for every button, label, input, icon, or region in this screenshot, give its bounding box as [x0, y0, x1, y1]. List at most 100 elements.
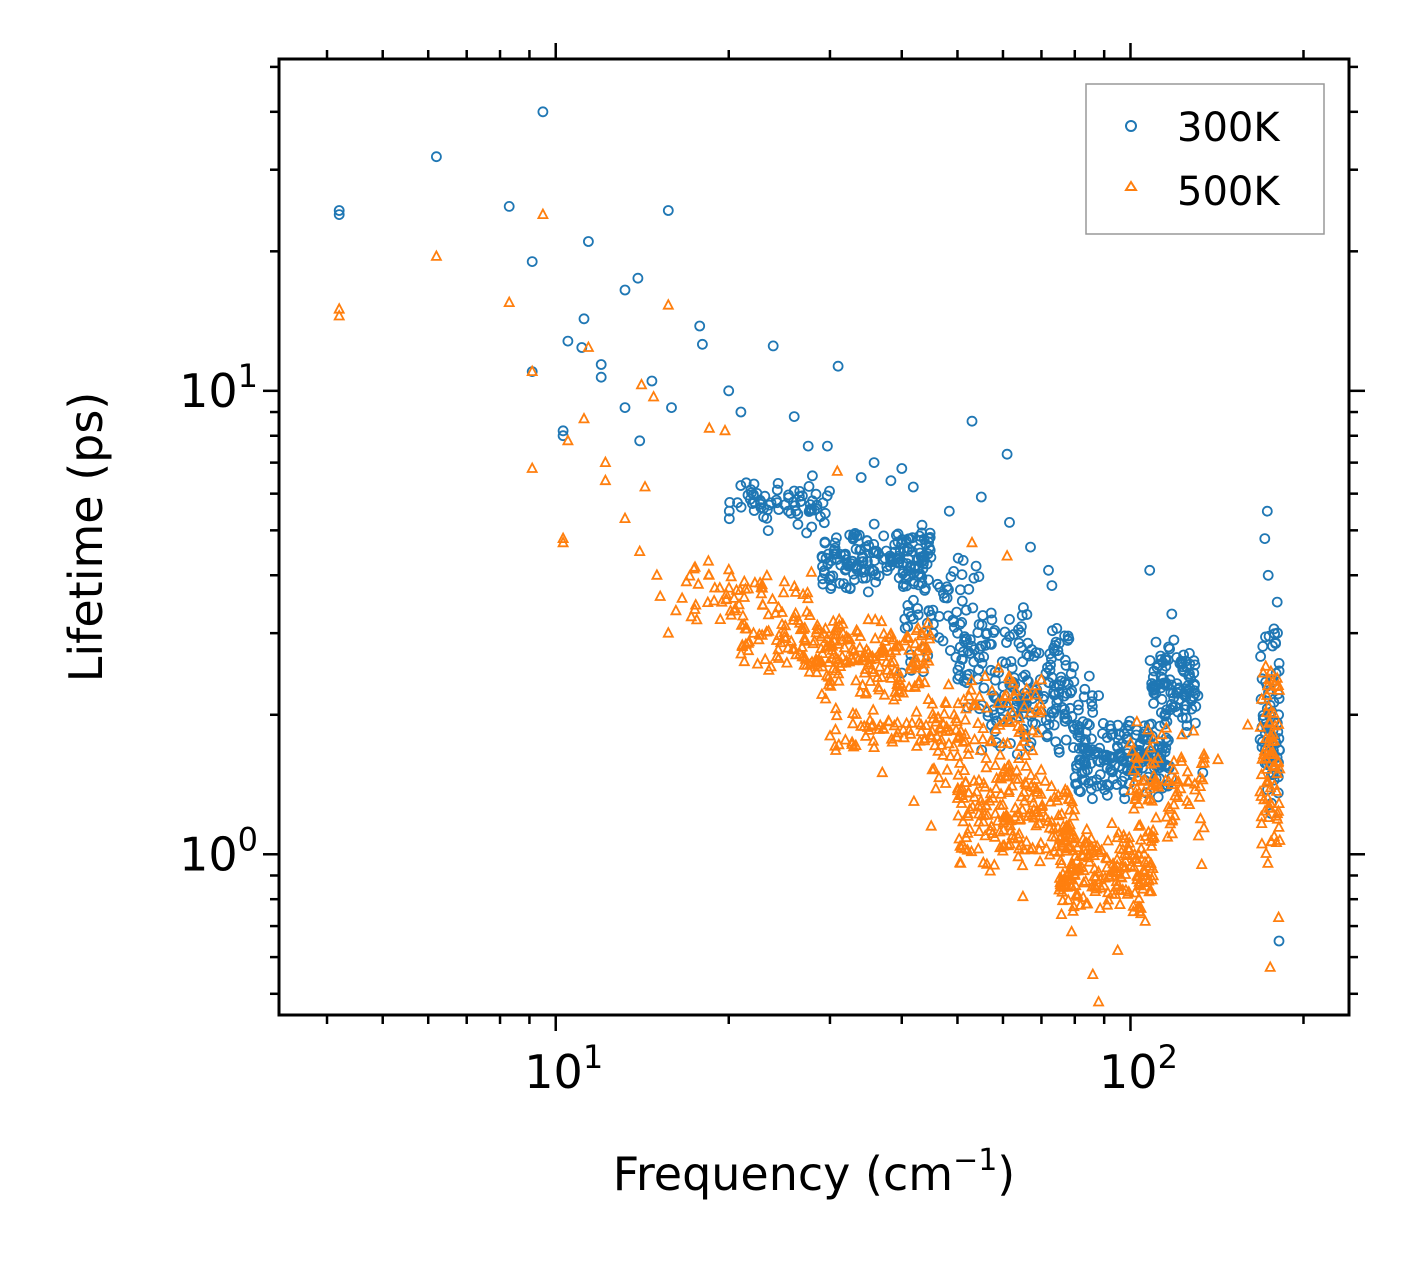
point-500k [1114, 883, 1127, 895]
point-500k [715, 595, 728, 607]
point-500k [1062, 792, 1075, 804]
point-300k [1017, 656, 1029, 668]
point-500k [940, 724, 953, 736]
point-500k [876, 765, 889, 778]
point-500k [889, 640, 902, 652]
point-300k [1270, 668, 1282, 679]
point-500k [676, 591, 689, 603]
point-300k [1050, 703, 1062, 715]
point-300k [957, 646, 969, 658]
point-500k [1167, 754, 1180, 766]
point-500k [1137, 864, 1150, 876]
point-500k [1212, 752, 1224, 765]
point-500k [1255, 767, 1268, 780]
point-500k [526, 461, 539, 473]
point-300k [952, 627, 963, 639]
point-500k [1142, 825, 1155, 837]
point-500k [968, 774, 981, 786]
point-500k [1160, 721, 1173, 733]
point-300k [945, 571, 957, 583]
point-500k [1082, 846, 1095, 858]
point-300k [1059, 654, 1071, 666]
point-500k [830, 621, 843, 633]
point-500k [868, 740, 881, 752]
point-500k [907, 794, 920, 806]
point-300k [1255, 651, 1266, 662]
point-500k [1118, 831, 1131, 844]
point-300k [578, 313, 590, 325]
point-500k [912, 621, 925, 633]
point-500k [1062, 893, 1075, 905]
point-300k [1159, 709, 1171, 721]
point-500k [1128, 847, 1141, 859]
point-500k [1266, 744, 1279, 757]
point-500k [1159, 773, 1172, 785]
point-500k [922, 692, 935, 704]
point-300k [1074, 754, 1085, 765]
point-300k [966, 415, 978, 427]
point-500k [747, 626, 760, 638]
point-500k [1025, 791, 1038, 803]
point-500k [1110, 874, 1123, 887]
point-500k [1134, 833, 1147, 845]
point-300k [803, 480, 815, 492]
point-500k [842, 631, 855, 644]
point-500k [692, 577, 705, 589]
point-300k [1267, 640, 1278, 652]
point-300k [945, 645, 956, 656]
point-500k [756, 581, 769, 593]
point-500k [1151, 776, 1164, 789]
point-300k [937, 635, 949, 647]
point-500k [876, 642, 889, 654]
point-500k [1142, 723, 1154, 735]
point-500k [743, 634, 756, 647]
point-300k [894, 546, 906, 558]
point-500k [924, 628, 937, 640]
point-500k [959, 702, 972, 714]
point-500k [1052, 808, 1065, 821]
point-500k [739, 621, 752, 634]
point-500k [865, 662, 878, 675]
point-500k [1133, 877, 1146, 889]
point-500k [738, 574, 751, 587]
point-500k [962, 785, 975, 797]
axis-ticks [263, 43, 1365, 1031]
point-300k [1097, 718, 1109, 729]
point-500k [1181, 764, 1194, 777]
point-500k [873, 683, 886, 695]
point-500k [926, 762, 939, 775]
point-300k [981, 628, 993, 639]
point-300k [878, 530, 890, 542]
point-500k [932, 744, 945, 756]
point-300k [868, 518, 880, 530]
point-500k [1135, 841, 1148, 854]
point-500k [921, 641, 934, 653]
point-300k [1184, 668, 1195, 680]
point-500k [1045, 815, 1058, 827]
point-300k [956, 569, 968, 580]
point-300k [503, 200, 515, 212]
point-500k [1057, 873, 1070, 886]
point-500k [1198, 756, 1211, 768]
point-300k [1189, 659, 1201, 671]
point-500k [930, 729, 943, 741]
point-300k [925, 609, 937, 621]
point-500k [962, 747, 975, 759]
point-300k [1059, 708, 1071, 720]
point-500k [1264, 960, 1277, 972]
point-300k [772, 477, 784, 489]
point-500k [985, 733, 998, 746]
point-500k [1241, 718, 1254, 730]
point-500k [1055, 836, 1068, 848]
point-300k [1049, 645, 1060, 657]
point-500k [789, 606, 802, 618]
point-500k [782, 641, 794, 653]
point-500k [769, 606, 782, 618]
point-300k [1068, 661, 1079, 673]
point-300k [1008, 629, 1020, 640]
point-300k [912, 603, 923, 614]
point-500k [974, 743, 987, 755]
axis-tick-labels: 101 102 100 101 [179, 357, 1178, 1099]
point-300k [694, 320, 706, 332]
point-300k [822, 440, 833, 452]
